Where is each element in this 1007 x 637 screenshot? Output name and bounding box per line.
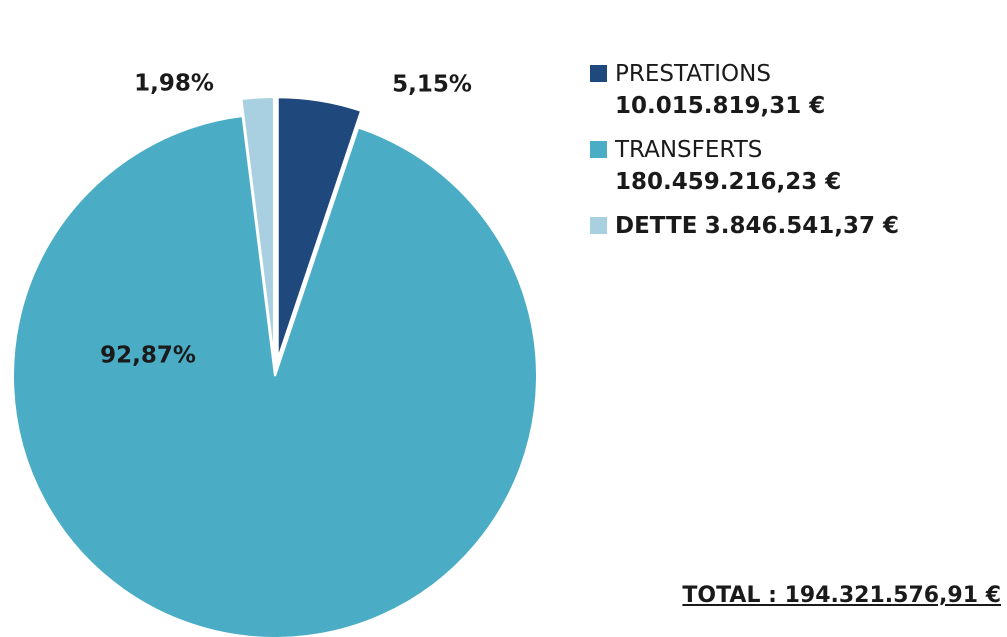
slice-percent-label: 1,98%	[134, 71, 214, 97]
legend-label: PRESTATIONS	[615, 61, 771, 87]
legend-amount: 3.846.541,37 €	[704, 213, 899, 239]
legend-label: TRANSFERTS	[615, 137, 763, 163]
legend-swatch	[590, 217, 607, 234]
legend-swatch	[590, 141, 607, 158]
pie-slice-dette	[240, 96, 275, 360]
slice-percent-label: 92,87%	[100, 343, 196, 369]
legend-swatch	[590, 65, 607, 82]
legend-amount: 10.015.819,31 €	[615, 93, 826, 119]
legend-label: DETTE	[615, 213, 698, 239]
total-label: TOTAL : 194.321.576,91 €	[682, 583, 1001, 608]
legend-item-prestations: PRESTATIONS 10.015.819,31 €	[590, 58, 1000, 122]
legend-item-transferts: TRANSFERTS 180.459.216,23 €	[590, 134, 1000, 198]
legend-amount: 180.459.216,23 €	[615, 169, 842, 195]
pie-slice-transferts	[12, 114, 538, 637]
pie-slice-prestations	[276, 96, 363, 360]
slice-percent-label: 5,15%	[392, 72, 472, 98]
legend-item-dette: DETTE 3.846.541,37 €	[590, 210, 1000, 242]
legend: PRESTATIONS 10.015.819,31 € TRANSFERTS 1…	[590, 58, 1000, 254]
